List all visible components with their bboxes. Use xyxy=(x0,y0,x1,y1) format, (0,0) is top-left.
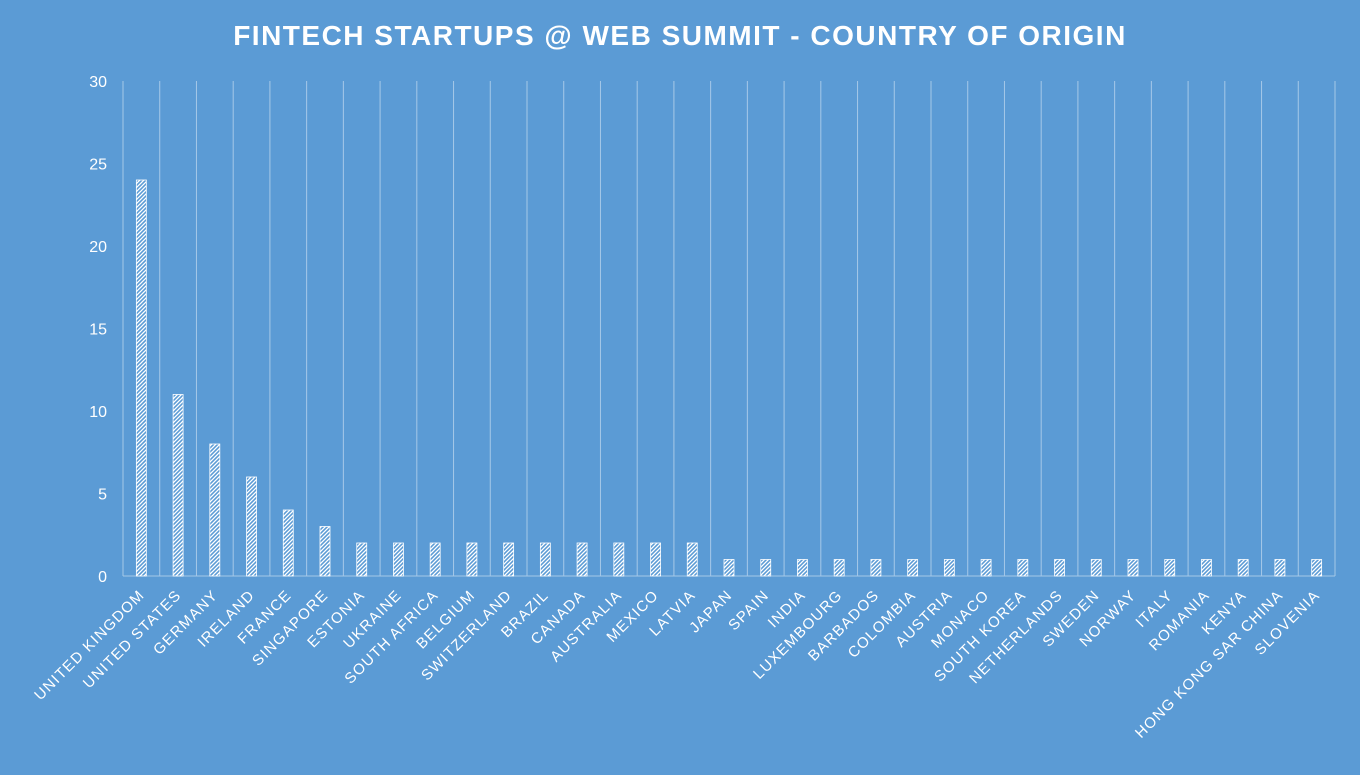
grid-lines xyxy=(122,81,1336,577)
bar-sweden xyxy=(1090,559,1102,577)
bar-estonia xyxy=(356,542,368,577)
x-tick-label: SPAIN xyxy=(725,587,772,634)
bar-norway xyxy=(1127,559,1139,577)
y-tick-label: 25 xyxy=(89,157,107,174)
bar-singapore xyxy=(319,526,331,577)
bar-barbados xyxy=(870,559,882,577)
y-tick-label: 0 xyxy=(98,569,107,586)
y-tick-label: 30 xyxy=(89,74,107,91)
bars xyxy=(135,179,1323,577)
bar-ukraine xyxy=(393,542,404,577)
bar-colombia xyxy=(907,559,919,577)
bar-australia xyxy=(613,542,625,577)
y-tick-label: 20 xyxy=(89,239,107,256)
bar-india xyxy=(797,559,808,577)
bar-luxembourg xyxy=(833,559,845,577)
bar-south-africa xyxy=(429,542,441,577)
bar-france xyxy=(282,509,294,577)
bar-monaco xyxy=(980,559,992,577)
bar-spain xyxy=(760,559,772,577)
bar-mexico xyxy=(650,542,661,577)
bar-japan xyxy=(723,559,735,577)
bar-united-kingdom xyxy=(135,179,147,577)
bar-italy xyxy=(1164,559,1176,577)
bar-kenya xyxy=(1237,559,1249,577)
bar-slovenia xyxy=(1311,559,1323,577)
bar-united-states xyxy=(172,394,184,577)
y-tick-label: 10 xyxy=(89,404,107,421)
bar-belgium xyxy=(466,542,478,577)
bar-germany xyxy=(209,443,221,577)
bar-romania xyxy=(1201,559,1212,577)
bar-austria xyxy=(943,559,955,577)
y-tick-label: 15 xyxy=(89,322,107,339)
bar-netherlands xyxy=(1054,559,1065,577)
bar-latvia xyxy=(686,542,698,577)
bar-brazil xyxy=(539,542,551,577)
bar-hong-kong-sar-china xyxy=(1274,559,1286,577)
chart-title: FINTECH STARTUPS @ WEB SUMMIT - COUNTRY … xyxy=(233,20,1127,51)
bar-switzerland xyxy=(503,542,515,577)
bar-south-korea xyxy=(1017,559,1029,577)
y-tick-label: 5 xyxy=(98,487,107,504)
bar-canada xyxy=(576,542,588,577)
y-axis-ticks: 0 5 10 15 20 25 30 xyxy=(89,74,107,586)
bar-ireland xyxy=(246,476,257,577)
